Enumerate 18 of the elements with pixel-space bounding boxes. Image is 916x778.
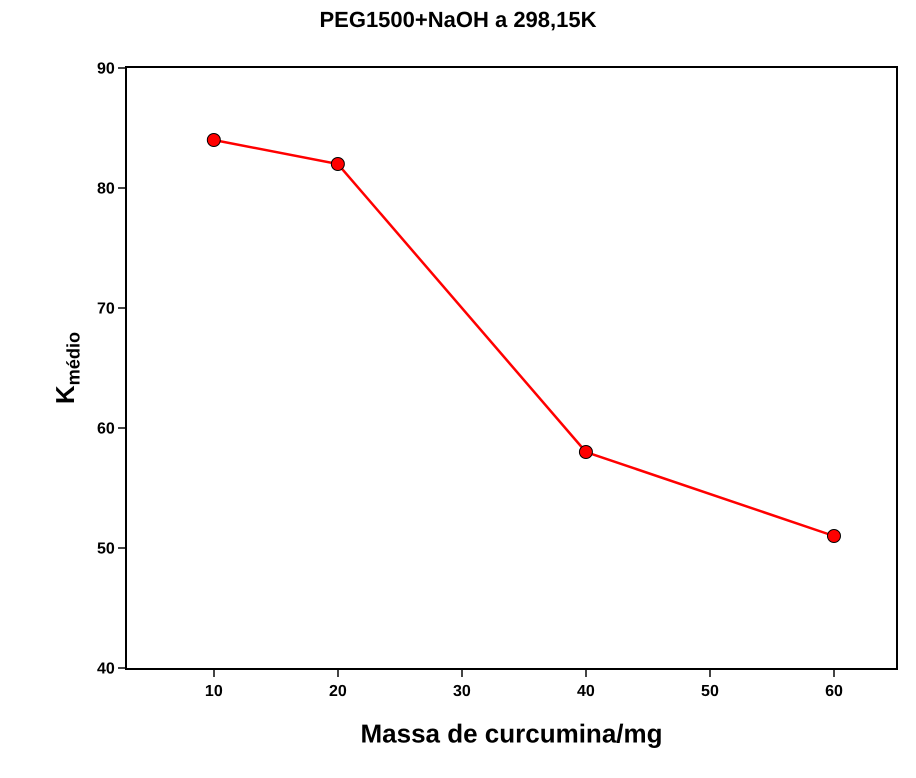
- x-tick-label: 60: [825, 683, 843, 700]
- point: [826, 529, 841, 543]
- x-tick-label: 50: [701, 683, 719, 700]
- y-tick-label: 70: [97, 300, 115, 318]
- point: [578, 445, 593, 459]
- x-axis-title: Massa de curcumina/mg: [360, 718, 662, 748]
- chart-title: PEG1500+NaOH a 298,15K: [319, 7, 597, 32]
- y-tick-label: 60: [97, 420, 115, 438]
- point: [330, 157, 345, 171]
- x-tick-label: 20: [328, 683, 347, 700]
- y-tick-label: 40: [97, 660, 115, 678]
- point: [206, 133, 221, 147]
- y-tick-label: 50: [97, 540, 115, 558]
- x-tick-label: 30: [452, 683, 471, 700]
- x-tick-label: 40: [577, 683, 595, 700]
- x-tick-label: 10: [204, 683, 223, 700]
- y-tick-label: 90: [97, 60, 115, 78]
- y-tick-label: 80: [97, 180, 115, 198]
